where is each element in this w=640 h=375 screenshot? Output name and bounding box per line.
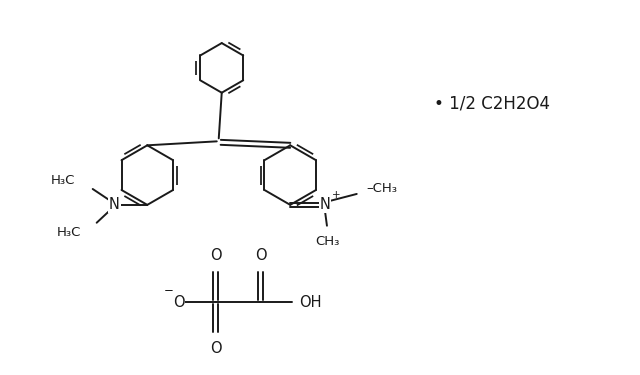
- Text: O: O: [255, 248, 266, 263]
- Text: H₃C: H₃C: [51, 174, 75, 186]
- Text: O: O: [210, 248, 221, 263]
- Text: −: −: [164, 284, 174, 297]
- Text: CH₃: CH₃: [315, 235, 339, 248]
- Text: N: N: [319, 197, 330, 212]
- Text: O: O: [210, 341, 221, 356]
- Text: H₃C: H₃C: [56, 226, 81, 239]
- Text: +: +: [332, 190, 340, 200]
- Text: OH: OH: [299, 295, 322, 310]
- Text: • 1/2 C2H2O4: • 1/2 C2H2O4: [434, 94, 550, 112]
- Text: –CH₃: –CH₃: [367, 183, 397, 195]
- Text: N: N: [109, 197, 120, 212]
- Text: O: O: [173, 295, 185, 310]
